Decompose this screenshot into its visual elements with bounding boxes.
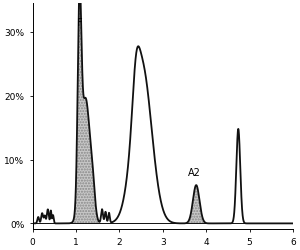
Text: F: F: [77, 18, 82, 28]
Text: A2: A2: [188, 168, 200, 178]
